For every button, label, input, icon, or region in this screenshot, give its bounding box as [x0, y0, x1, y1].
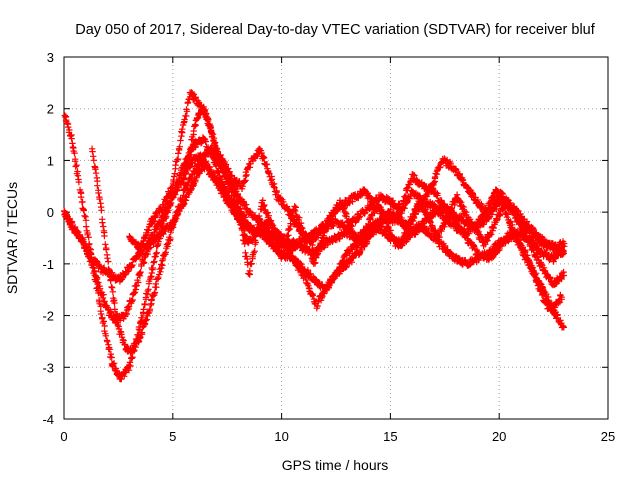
x-tick-label: 15 [383, 429, 397, 444]
x-axis-label: GPS time / hours [282, 457, 389, 473]
y-tick-label: -3 [42, 360, 54, 375]
y-tick-label: 2 [47, 102, 54, 117]
x-tick-label: 20 [492, 429, 506, 444]
plot-frame [63, 56, 609, 420]
x-tick-label: 10 [274, 429, 288, 444]
series-markers-track-6 [180, 103, 565, 314]
y-tick-label: -1 [42, 257, 54, 272]
x-tick-label: 0 [60, 429, 67, 444]
data-markers [60, 89, 568, 383]
y-tick-label: -2 [42, 309, 54, 324]
axis-ticks: 0 5 10 15 20 25 -4 -3 -2 -1 0 1 2 3 [42, 50, 615, 444]
chart-title: Day 050 of 2017, Sidereal Day-to-day VTE… [75, 22, 596, 38]
y-axis-label: SDTVAR / TECUs [4, 182, 20, 294]
x-tick-label: 25 [601, 429, 615, 444]
y-tick-label: 1 [47, 153, 54, 168]
x-tick-label: 5 [169, 429, 176, 444]
y-tick-label: -4 [42, 412, 54, 427]
y-tick-label: 0 [47, 205, 54, 220]
y-tick-label: 3 [47, 50, 54, 65]
